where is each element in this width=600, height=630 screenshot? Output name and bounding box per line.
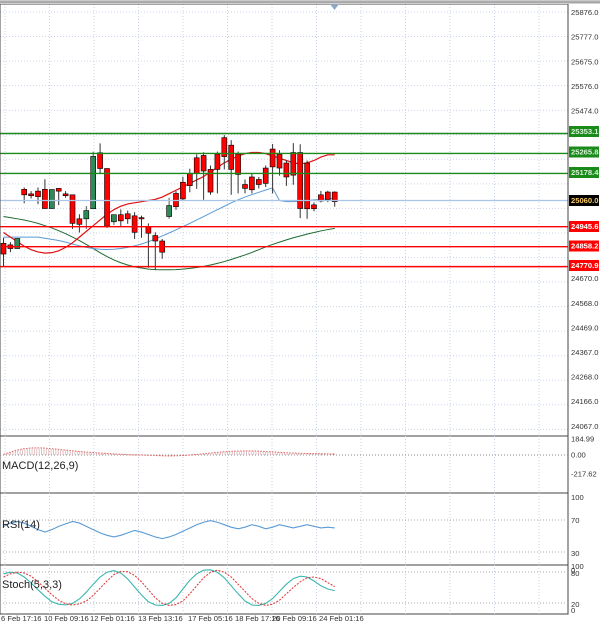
svg-text:25675.0: 25675.0	[571, 57, 598, 66]
svg-text:25060.0: 25060.0	[571, 196, 598, 205]
svg-text:80: 80	[571, 569, 579, 578]
svg-text:25353.1: 25353.1	[571, 127, 599, 136]
svg-text:-217.62: -217.62	[571, 470, 597, 479]
svg-text:25876.0: 25876.0	[571, 8, 598, 17]
svg-text:RSI(14): RSI(14)	[2, 519, 40, 531]
svg-text:MACD(12,26,9): MACD(12,26,9)	[2, 460, 78, 472]
svg-text:24858.2: 24858.2	[571, 242, 598, 251]
svg-text:24670.0: 24670.0	[571, 274, 598, 283]
svg-text:24568.0: 24568.0	[571, 299, 598, 308]
svg-text:25777.0: 25777.0	[571, 33, 598, 42]
svg-text:24770.9: 24770.9	[571, 261, 598, 270]
svg-text:24945.6: 24945.6	[571, 222, 598, 231]
svg-text:0: 0	[571, 606, 575, 615]
svg-text:12 Feb 01:16: 12 Feb 01:16	[90, 614, 135, 623]
svg-text:25474.0: 25474.0	[571, 107, 598, 116]
svg-text:Stoch(5,3,3): Stoch(5,3,3)	[2, 579, 62, 591]
svg-text:25576.0: 25576.0	[571, 82, 598, 91]
svg-text:25178.4: 25178.4	[571, 168, 599, 177]
svg-text:24268.0: 24268.0	[571, 373, 598, 382]
svg-text:6 Feb 17:16: 6 Feb 17:16	[1, 614, 42, 623]
svg-text:184.99: 184.99	[571, 435, 594, 444]
svg-text:24 Feb 01:16: 24 Feb 01:16	[319, 614, 364, 623]
svg-text:13 Feb 13:16: 13 Feb 13:16	[138, 614, 183, 623]
svg-text:24469.0: 24469.0	[571, 323, 598, 332]
svg-text:100: 100	[571, 493, 584, 502]
svg-text:30: 30	[571, 549, 579, 558]
svg-text:0.00: 0.00	[571, 451, 586, 460]
svg-text:10 Feb 09:16: 10 Feb 09:16	[44, 614, 89, 623]
svg-text:17 Feb 05:16: 17 Feb 05:16	[188, 614, 233, 623]
svg-text:70: 70	[571, 516, 579, 525]
svg-text:24166.0: 24166.0	[571, 397, 598, 406]
svg-text:24067.0: 24067.0	[571, 422, 598, 431]
svg-text:20 Feb 09:16: 20 Feb 09:16	[272, 614, 317, 623]
svg-text:24367.0: 24367.0	[571, 348, 598, 357]
svg-text:25265.8: 25265.8	[571, 148, 598, 157]
